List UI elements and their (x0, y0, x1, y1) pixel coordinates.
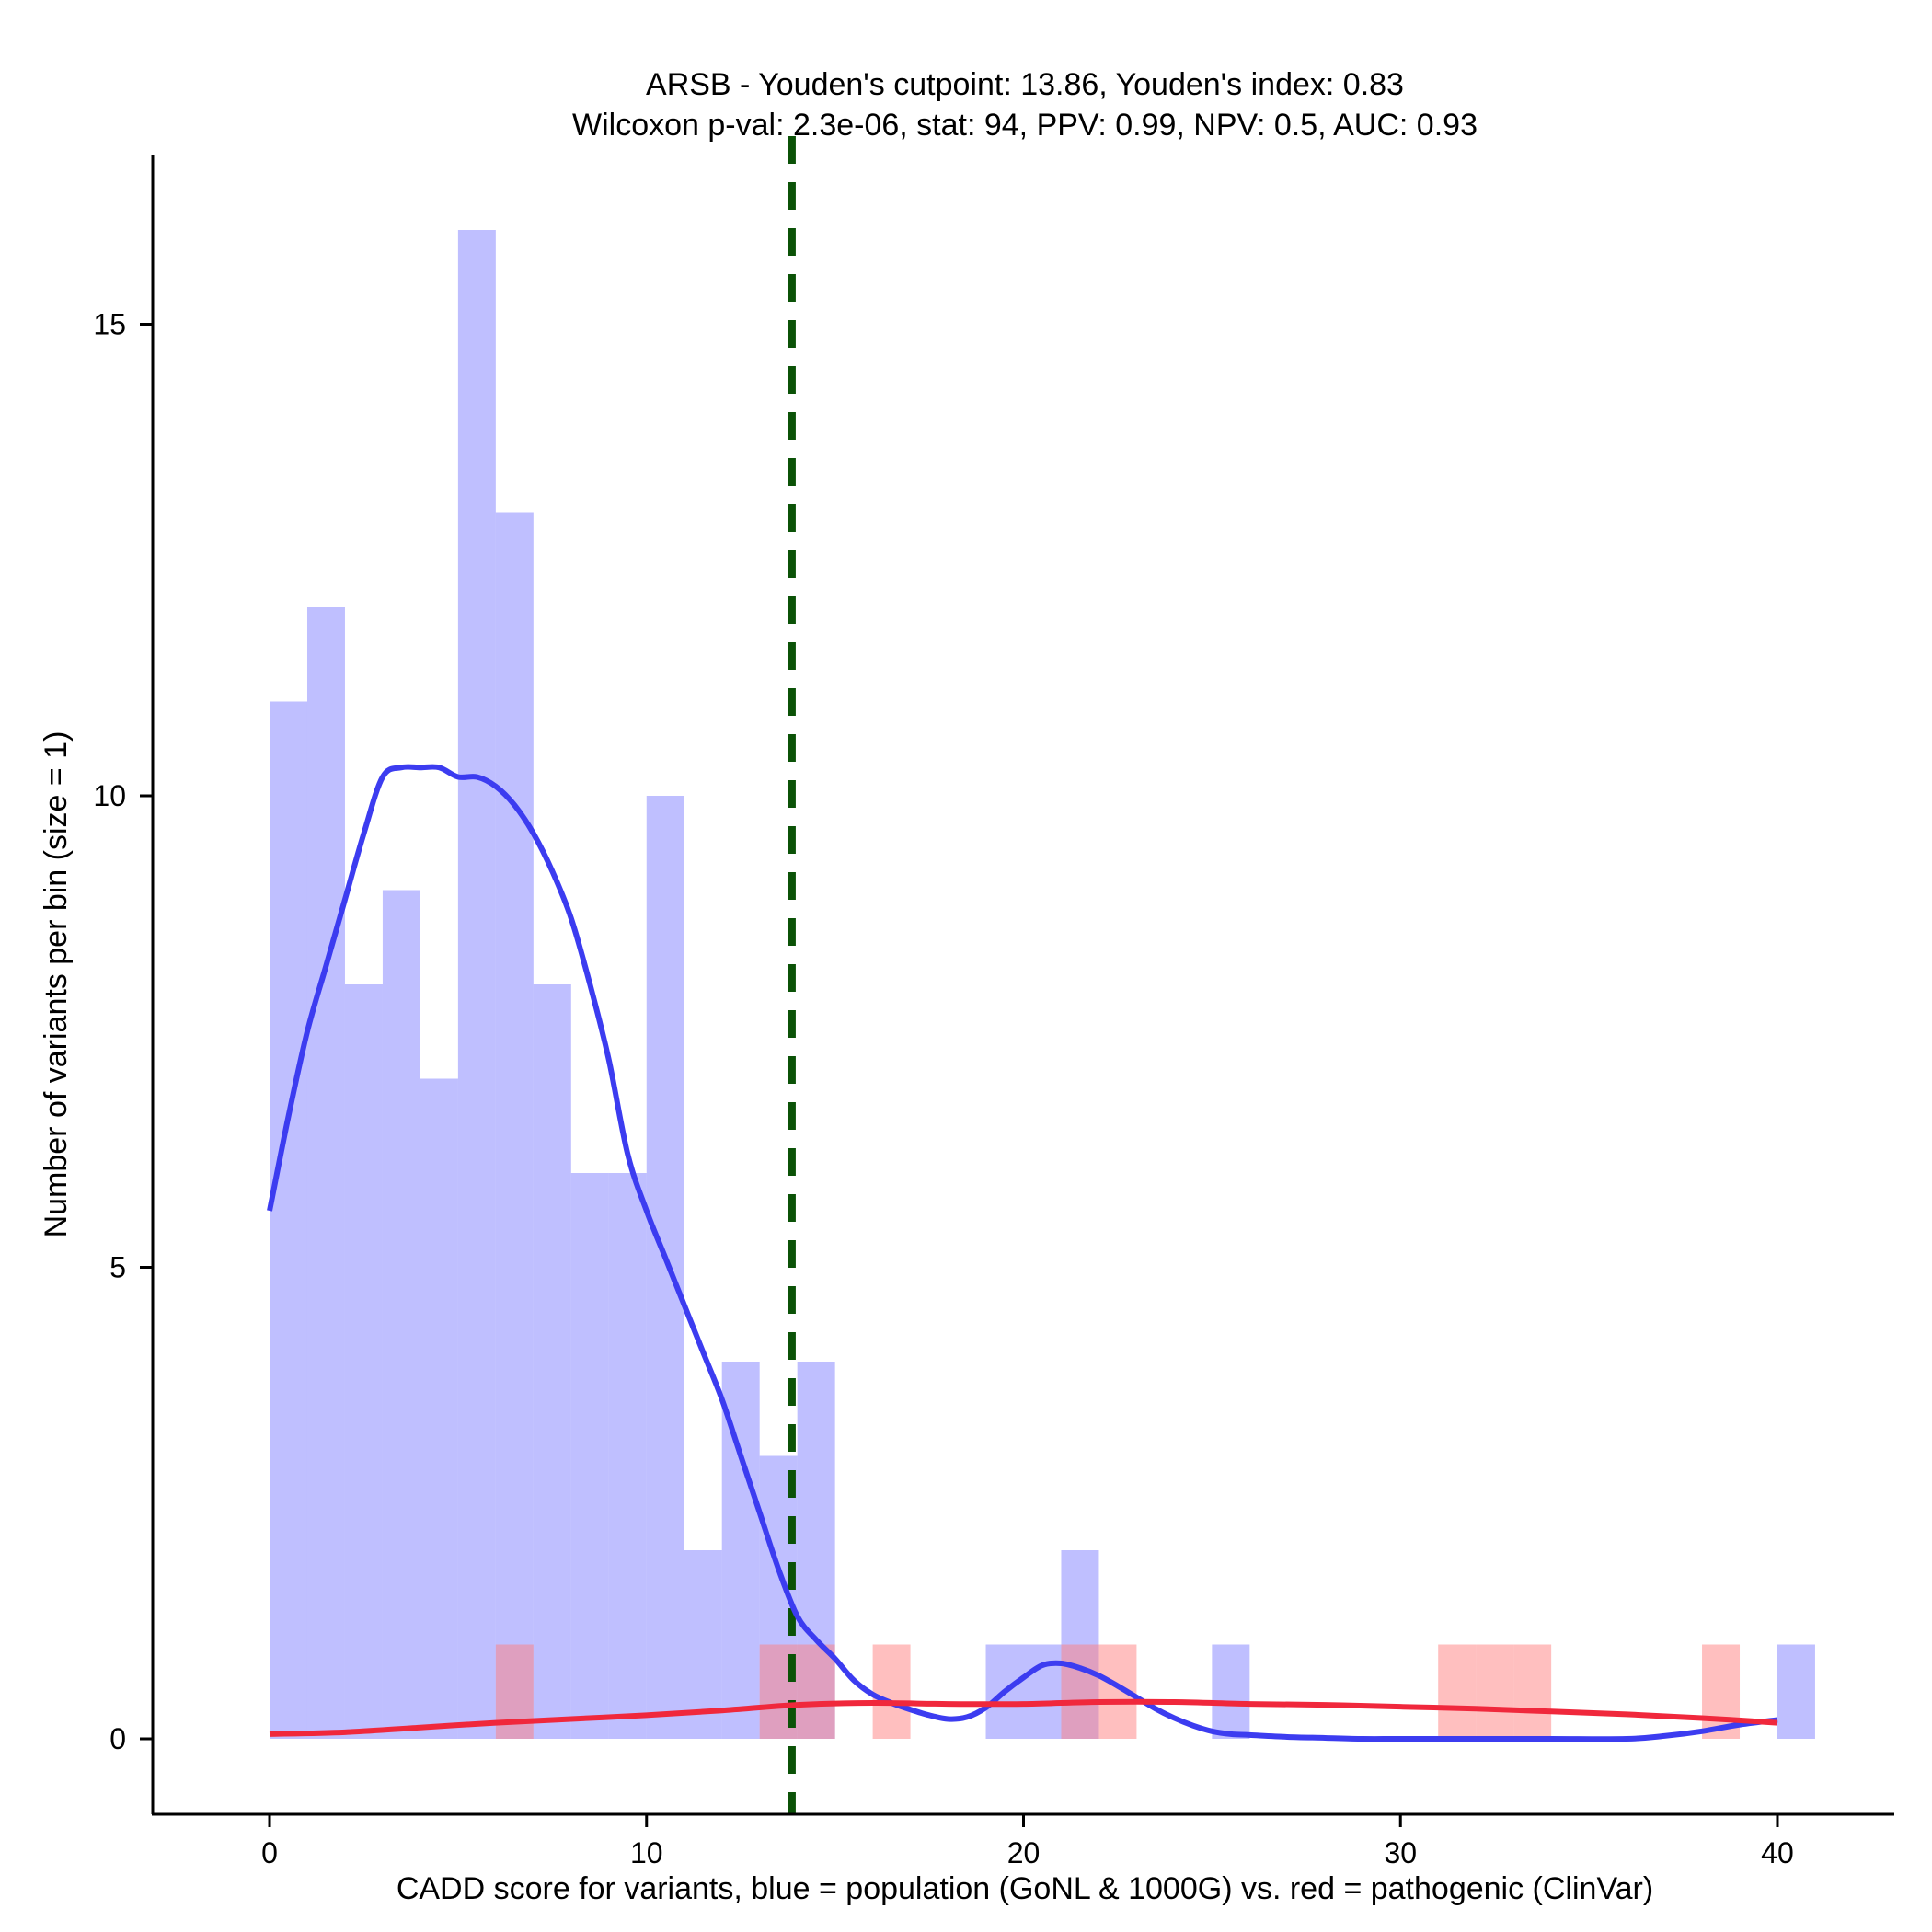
population-bar-5 (457, 230, 496, 1739)
density-curves (267, 764, 1778, 1742)
population-bar-4 (420, 1078, 458, 1739)
population-bar-2 (344, 984, 383, 1739)
chart-title-line2: Wilcoxon p-val: 2.3e-06, stat: 94, PPV: … (572, 108, 1478, 143)
population-bar-10 (646, 796, 684, 1739)
y-ticks: 0 5 10 15 (93, 308, 153, 1755)
x-tick-label-2: 20 (1007, 1836, 1041, 1869)
population-bar-6 (495, 512, 534, 1739)
population-bar-0 (270, 701, 307, 1739)
pathogenic-bar-8 (1513, 1644, 1552, 1739)
population-bar-18 (1212, 1644, 1250, 1739)
x-tick-label-0: 0 (261, 1836, 278, 1869)
population-bar-19 (1777, 1644, 1815, 1739)
pathogenic-bar-2 (797, 1644, 835, 1739)
pathogenic-bar-4 (1061, 1644, 1099, 1739)
pathogenic-bar-7 (1476, 1644, 1514, 1739)
y-tick-label-3: 15 (93, 308, 126, 341)
y-axis-title: Number of variants per bin (size = 1) (39, 731, 74, 1238)
x-axis-title: CADD score for variants, blue = populati… (397, 1871, 1653, 1906)
pathogenic-density-line (269, 1698, 1778, 1737)
y-tick-label-0: 0 (109, 1722, 126, 1755)
pathogenic-bars (495, 1644, 1741, 1739)
population-bar-1 (306, 607, 345, 1739)
population-density-line (267, 764, 1778, 1742)
pathogenic-bar-3 (872, 1644, 911, 1739)
population-bar-11 (684, 1550, 722, 1739)
x-tick-label-4: 40 (1761, 1836, 1794, 1869)
y-tick-label-2: 10 (93, 779, 126, 812)
pathogenic-bar-6 (1438, 1644, 1477, 1739)
x-ticks: 0 10 20 30 40 (261, 1814, 1794, 1869)
population-bar-3 (382, 890, 420, 1739)
population-bar-16 (1023, 1644, 1062, 1739)
x-tick-label-3: 30 (1384, 1836, 1417, 1869)
population-bars (270, 230, 1815, 1739)
population-bar-9 (608, 1173, 647, 1739)
y-tick-label-1: 5 (109, 1251, 126, 1284)
chart-title-line1: ARSB - Youden's cutpoint: 13.86, Youden'… (646, 67, 1404, 102)
x-tick-label-1: 10 (630, 1836, 663, 1869)
population-bar-8 (570, 1173, 609, 1739)
population-bar-7 (533, 984, 571, 1739)
